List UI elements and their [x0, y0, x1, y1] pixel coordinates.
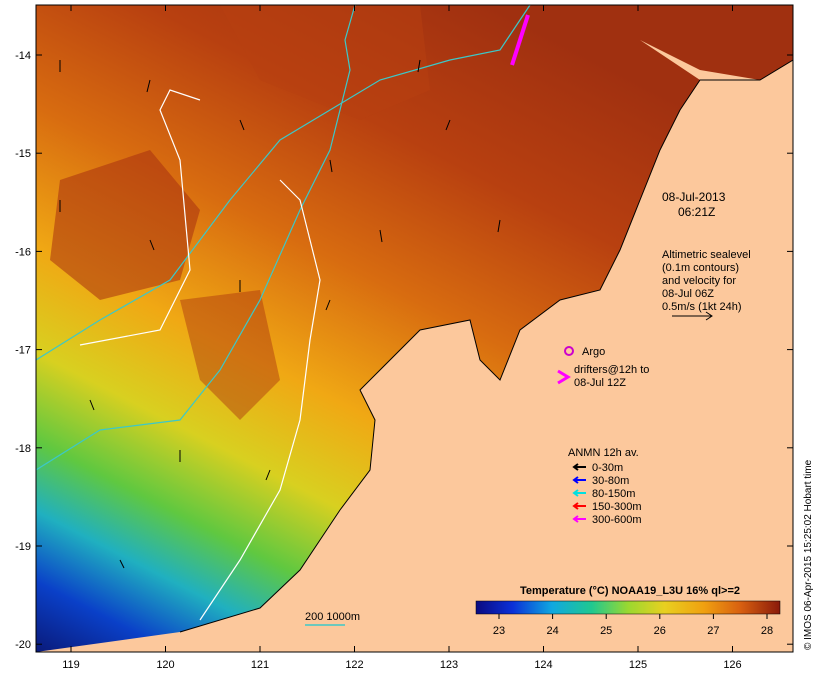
colorbar-tick-label: 25 [600, 625, 612, 637]
anmn-item-80-150m: 80-150m [572, 488, 635, 500]
longitude-axis: 119 120 121 122 123 124 125 126 [62, 5, 742, 671]
credit-label: © IMOS 06-Apr-2015 15:25:02 Hobart time [803, 459, 814, 650]
colorbar-tick-label: 28 [761, 625, 773, 637]
lat-tick-label: -17 [15, 345, 31, 357]
colorbar-gradient [475, 600, 781, 615]
colorbar-tick-label: 26 [654, 625, 666, 637]
anmn-item-label: 30-80m [592, 475, 629, 487]
sea-surface-temperature-field [36, 5, 793, 652]
lon-tick-label: 122 [345, 659, 363, 671]
scale-arrow [672, 311, 713, 321]
colorbar-tick-label: 23 [493, 625, 505, 637]
lon-tick-label: 119 [62, 659, 80, 671]
anmn-item-150-300m: 150-300m [572, 501, 642, 513]
lon-tick-label: 121 [251, 659, 269, 671]
colorbar-title: Temperature (°C) NOAA19_L3U 16% ql>=2 [520, 585, 740, 597]
velocity-arrows [59, 59, 501, 569]
isobath-key: 200 1000m [305, 611, 360, 626]
anmn-item-label: 0-30m [592, 462, 623, 474]
lat-tick-label: -20 [15, 639, 31, 651]
sealevel-legend-line: 08-Jul 06Z [662, 288, 714, 300]
lon-tick-label: 126 [723, 659, 741, 671]
argo-label: Argo [582, 346, 605, 358]
anmn-item-30-80m: 30-80m [572, 475, 629, 487]
lat-tick-label: -18 [15, 443, 31, 455]
anmn-item-0-30m: 0-30m [572, 462, 623, 474]
sealevel-legend-line: Altimetric sealevel [662, 249, 751, 261]
lat-tick-label: -19 [15, 541, 31, 553]
lon-tick-label: 123 [440, 659, 458, 671]
warm-patch [220, 5, 430, 120]
anmn-item-300-600m: 300-600m [572, 514, 642, 526]
anmn-item-label: 80-150m [592, 488, 635, 500]
drifter-chevron-icon [557, 369, 571, 385]
coastline [179, 59, 793, 633]
sealevel-legend: Altimetric sealevel (0.1m contours) and … [662, 249, 751, 321]
isobath-1000m [199, 179, 321, 621]
isobath-200m [36, 5, 356, 471]
drifters-label: drifters@12h to [574, 364, 649, 376]
lat-tick-label: -14 [15, 50, 31, 62]
timestamp-date: 08-Jul-2013 [662, 190, 726, 204]
colorbar: Temperature (°C) NOAA19_L3U 16% ql>=2 23… [475, 585, 781, 637]
isobath-1000m [79, 89, 201, 346]
lat-tick-label: -15 [15, 148, 31, 160]
sealevel-legend-line: (0.1m contours) [662, 262, 739, 274]
drifters-label: 08-Jul 12Z [574, 377, 626, 389]
lon-tick-label: 125 [629, 659, 647, 671]
drifter-track [510, 14, 530, 66]
sealevel-legend-line: 0.5m/s (1kt 24h) [662, 301, 741, 313]
plot-area [36, 5, 793, 652]
lon-tick-label: 120 [156, 659, 174, 671]
colorbar-tick-label: 27 [707, 625, 719, 637]
anmn-legend-title: ANMN 12h av. [568, 447, 639, 459]
latitude-axis: -14 -15 -16 -17 -18 -19 -20 [15, 50, 793, 651]
lat-tick-label: -16 [15, 246, 31, 258]
warm-patch [50, 150, 200, 300]
isobath-200m [36, 5, 531, 361]
anmn-item-label: 300-600m [592, 514, 642, 526]
sealevel-legend-line: and velocity for [662, 275, 736, 287]
plot-frame [35, 4, 794, 653]
timestamp-time: 06:21Z [678, 205, 715, 219]
isobath-key-label: 200 1000m [305, 611, 360, 623]
colorbar-ticks: 23 24 25 26 27 28 [493, 614, 773, 637]
lon-tick-label: 124 [534, 659, 552, 671]
colorbar-tick-label: 24 [546, 625, 558, 637]
warm-patch [180, 290, 280, 420]
anmn-legend: ANMN 12h av. 0-30m 30-80m 80-150m 150-30… [568, 447, 642, 526]
anmn-item-label: 150-300m [592, 501, 642, 513]
argo-marker [564, 346, 574, 356]
